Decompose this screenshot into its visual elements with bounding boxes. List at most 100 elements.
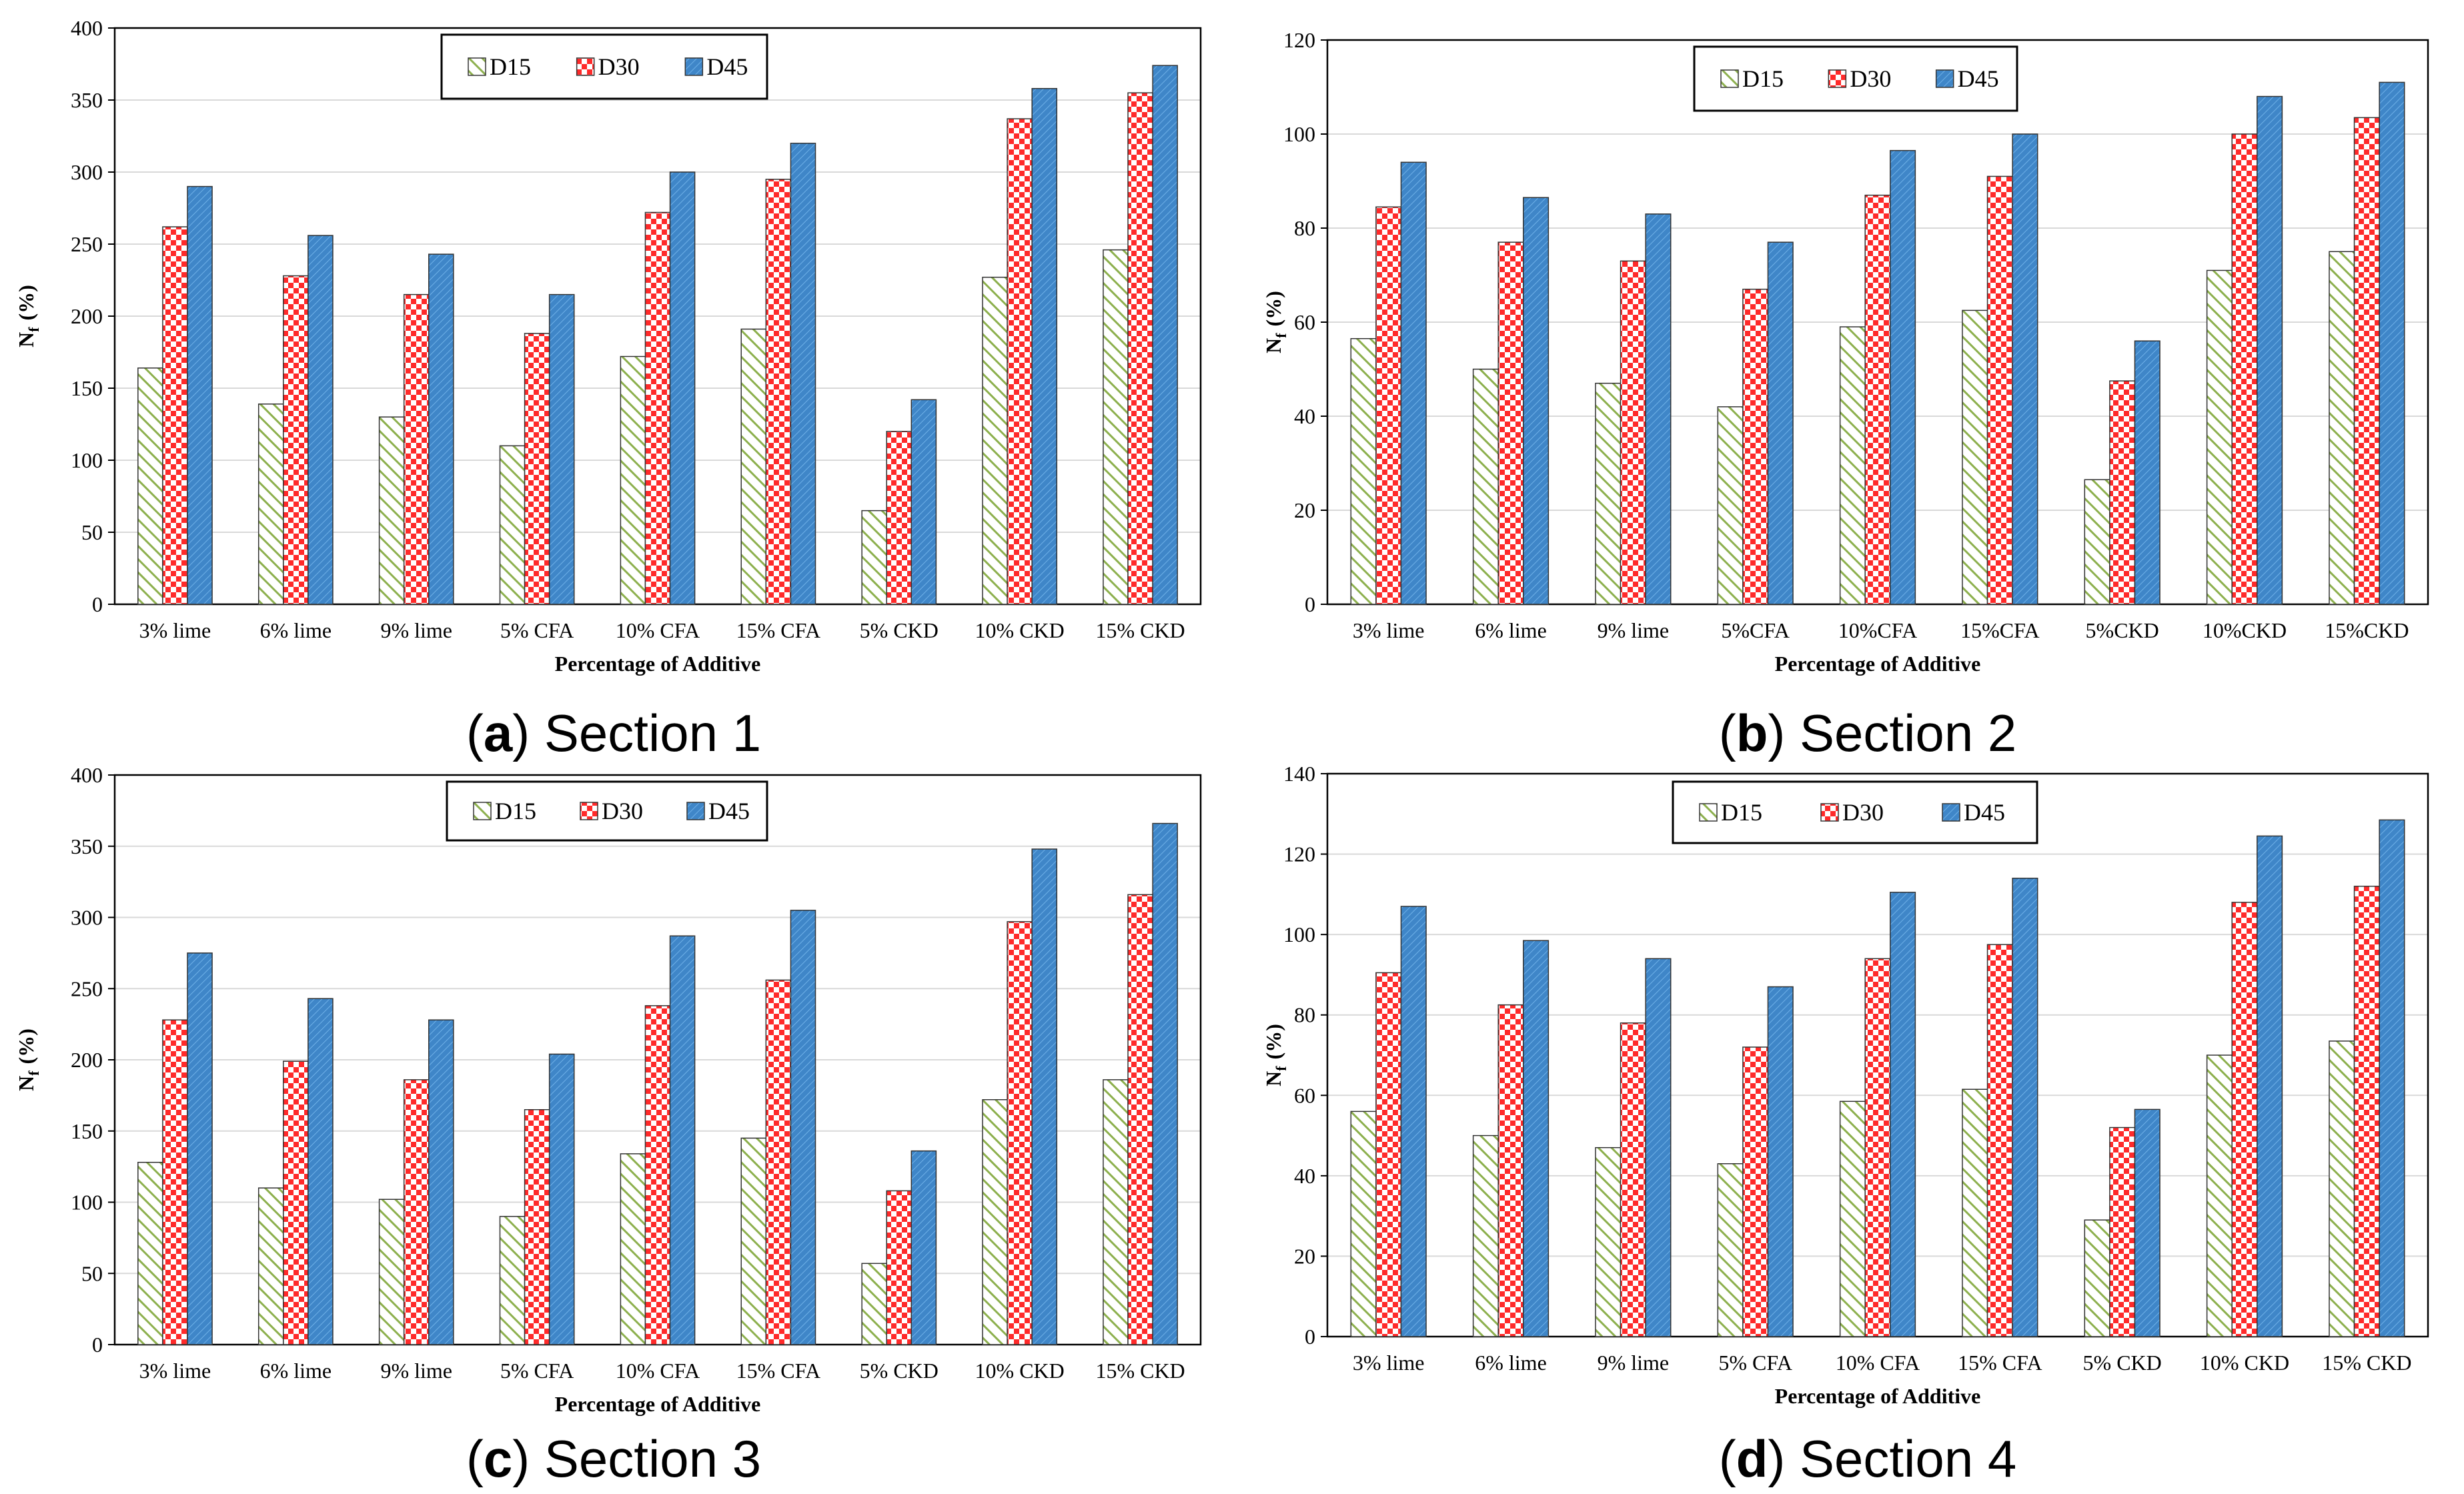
bar-d45-5 — [790, 143, 816, 605]
bar-d45-5 — [2012, 877, 2038, 1337]
bar-d45-4 — [669, 935, 696, 1345]
x-tick-label: 9% lime — [1598, 618, 1670, 642]
bar-d30-6 — [886, 431, 912, 605]
x-tick-label: 9% lime — [380, 618, 452, 642]
bar-d15-0 — [1350, 337, 1377, 605]
x-tick-label: 6% lime — [260, 1359, 332, 1383]
bar-d30-8 — [2353, 886, 2380, 1337]
bar-d15-1 — [257, 404, 284, 605]
y-axis-title-unit: (%) — [1261, 291, 1285, 326]
bar-d15-1 — [257, 1187, 284, 1345]
legend-label-d15: D15 — [1742, 65, 1784, 92]
x-tick-label: 5% CFA — [1718, 1351, 1792, 1375]
x-tick-label: 3% lime — [139, 618, 211, 642]
bar-d30-7 — [1007, 921, 1033, 1345]
bar-d15-3 — [1717, 406, 1744, 605]
legend-swatch-d30 — [576, 57, 595, 76]
y-axis-title-unit: (%) — [14, 285, 38, 320]
legend-box — [440, 33, 768, 100]
y-axis-title-unit: (%) — [14, 1028, 38, 1064]
legend-label-d30: D30 — [1850, 65, 1891, 92]
y-tick-label: 150 — [71, 376, 103, 400]
x-axis-title: Percentage of Additive — [1775, 1384, 1981, 1408]
bar-d45-5 — [790, 910, 816, 1345]
panel-caption: (b) Section 2 — [1719, 704, 2017, 762]
y-tick-label: 0 — [1305, 1325, 1315, 1349]
bar-d45-2 — [1645, 958, 1672, 1337]
x-axis-title: Percentage of Additive — [555, 652, 761, 676]
bar-d15-3 — [499, 1216, 526, 1345]
legend: D15 D30 D45 — [446, 780, 768, 842]
bar-d45-6 — [910, 399, 937, 605]
bar-d30-0 — [1375, 972, 1402, 1337]
legend: D15 D30 D45 — [1693, 45, 2018, 112]
x-tick-label: 10% CFA — [616, 1359, 700, 1383]
legend-label-d45: D45 — [708, 798, 750, 824]
bar-d15-8 — [1103, 249, 1129, 605]
bar-d15-3 — [1717, 1163, 1744, 1337]
y-tick-label: 0 — [92, 1333, 103, 1357]
bar-d30-4 — [644, 1005, 671, 1345]
legend-swatch-d45 — [684, 57, 704, 76]
legend-label-d30: D30 — [602, 798, 643, 824]
caption-letter: a — [484, 704, 513, 762]
x-tick-label: 3% lime — [1353, 618, 1425, 642]
bar-d15-1 — [1472, 1135, 1499, 1337]
y-tick-label: 100 — [71, 448, 103, 472]
bar-d30-1 — [283, 275, 309, 605]
legend-label-d45: D45 — [1958, 65, 1999, 92]
caption-letter: c — [484, 1429, 512, 1488]
caption-paren-open: ( — [466, 704, 484, 762]
y-tick-label: 300 — [71, 906, 103, 930]
bar-d30-1 — [1497, 241, 1524, 605]
legend: D15 D30 D45 — [440, 33, 768, 100]
y-tick-label: 400 — [71, 16, 103, 40]
bar-d45-3 — [548, 293, 575, 605]
legend-label-d30: D30 — [598, 53, 640, 80]
bar-d15-2 — [1595, 1147, 1622, 1337]
y-tick-label: 140 — [1283, 762, 1315, 786]
x-tick-label: 10% CFA — [1836, 1351, 1920, 1375]
x-tick-label: 10% CKD — [975, 618, 1065, 642]
bar-d30-7 — [2231, 902, 2258, 1337]
caption-paren-close: ) — [1768, 704, 1800, 762]
legend-swatch-d45 — [1942, 803, 1960, 822]
bar-d45-8 — [2379, 81, 2405, 605]
x-tick-label: 10% CFA — [616, 618, 700, 642]
y-tick-label: 20 — [1294, 498, 1315, 522]
bar-d45-4 — [669, 171, 696, 605]
y-tick-label: 40 — [1294, 404, 1315, 428]
caption-paren-open: ( — [466, 1429, 484, 1488]
y-tick-label: 400 — [71, 763, 103, 787]
bar-d30-8 — [1127, 92, 1153, 605]
y-axis-title-main: N — [14, 1076, 38, 1091]
legend-swatch-d30 — [580, 802, 598, 820]
caption-text: Section 2 — [1800, 704, 2016, 762]
bar-d15-4 — [620, 1153, 646, 1345]
y-axis-title: Nf (%) — [14, 1028, 42, 1091]
bar-d45-2 — [1645, 213, 1672, 605]
bar-d30-3 — [1742, 1046, 1769, 1337]
bar-d30-2 — [403, 293, 430, 605]
bar-d30-3 — [524, 333, 550, 605]
bar-d15-6 — [2084, 1219, 2110, 1337]
bar-d45-7 — [1031, 87, 1058, 605]
bar-d30-6 — [886, 1190, 912, 1345]
y-tick-label: 100 — [1283, 122, 1315, 146]
y-axis-title-main: N — [1261, 338, 1285, 353]
x-tick-label: 15% CKD — [1095, 618, 1185, 642]
x-tick-label: 15% CKD — [2322, 1351, 2411, 1375]
bar-d45-4 — [1890, 892, 1916, 1337]
bar-d30-3 — [1742, 288, 1769, 605]
bar-d45-1 — [307, 998, 334, 1345]
bar-d30-0 — [1375, 206, 1402, 605]
bar-d30-2 — [1620, 260, 1646, 605]
y-tick-label: 0 — [1305, 592, 1315, 616]
x-axis-title: Percentage of Additive — [555, 1392, 761, 1416]
y-tick-label: 250 — [71, 976, 103, 1000]
bar-d15-4 — [1839, 326, 1866, 605]
bar-d30-5 — [1986, 944, 2013, 1337]
x-tick-label: 5% CKD — [860, 1359, 939, 1383]
bar-d30-5 — [765, 979, 792, 1345]
